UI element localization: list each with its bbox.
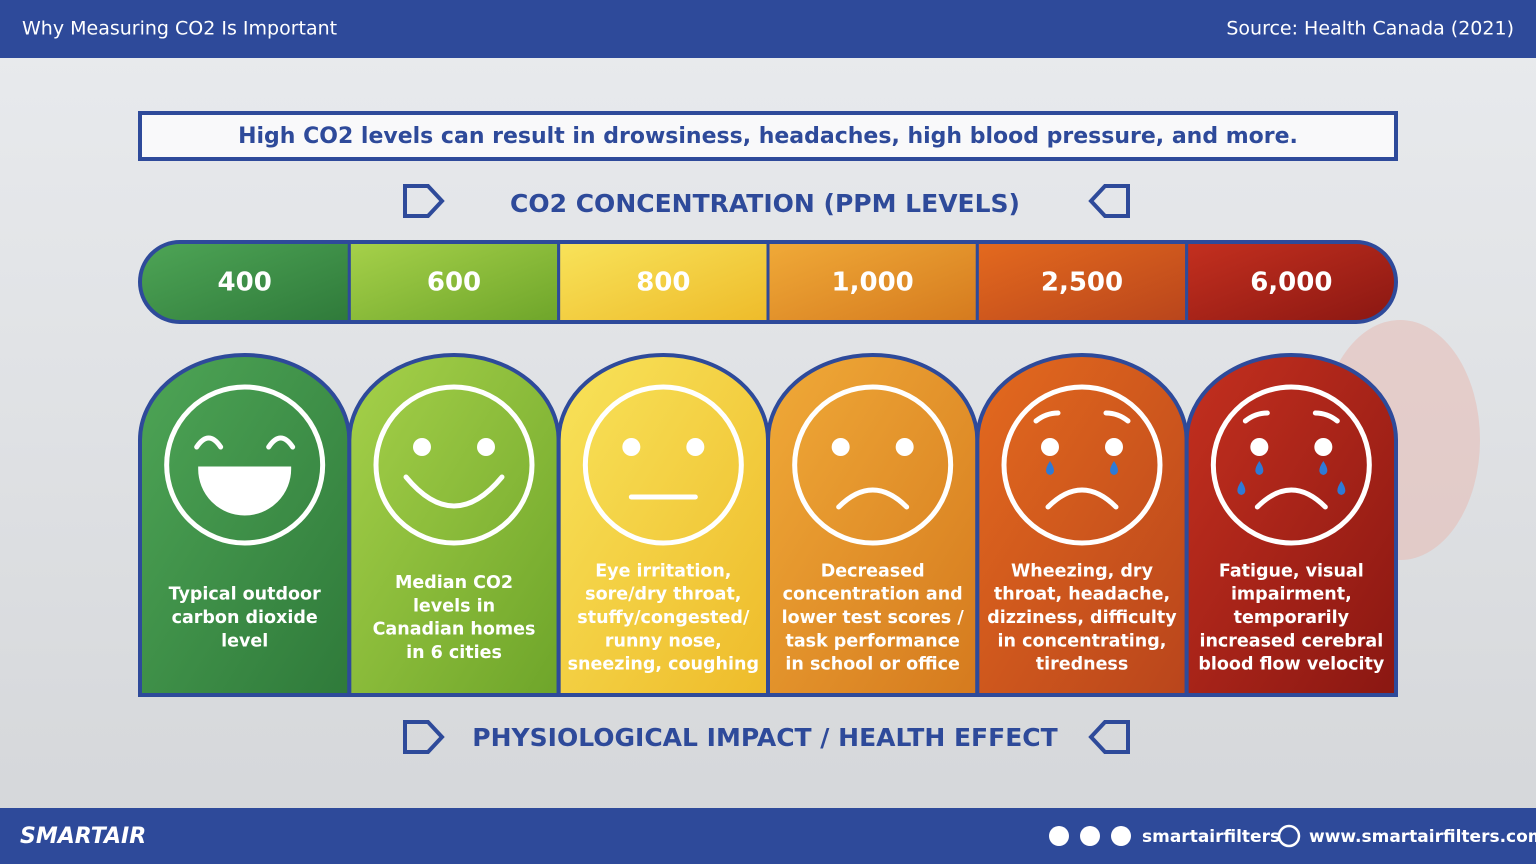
header-title: Why Measuring CO2 Is Important xyxy=(22,18,337,40)
effect-text: Decreased xyxy=(821,561,925,581)
logo: SMARTAIR xyxy=(20,824,146,849)
level-label: 2,500 xyxy=(1041,268,1123,298)
banner-box xyxy=(138,111,1398,161)
effect-text: Eye irritation, xyxy=(595,561,731,581)
section-title: PHYSIOLOGICAL IMPACT / HEALTH EFFECT xyxy=(472,723,1057,752)
face-icon xyxy=(582,384,744,546)
effect-text: increased cerebral xyxy=(1199,631,1383,651)
section-title: CO2 CONCENTRATION (PPM LEVELS) xyxy=(510,189,1020,218)
effect-text: sore/dry throat, xyxy=(585,585,741,605)
level-bar xyxy=(140,242,1396,322)
effect-text: impairment, xyxy=(1231,585,1352,605)
cards: 400 600 800 1,000 2,500 6,000 Typical outdoor c… xyxy=(138,240,1398,697)
effect-text: lower test scores / xyxy=(782,608,965,628)
effect-text: carbon dioxide xyxy=(172,608,318,628)
level-bar-outline xyxy=(138,240,1398,324)
header-bar xyxy=(0,0,1536,58)
footer-bar xyxy=(0,808,1536,864)
level-label: 6,000 xyxy=(1250,268,1332,298)
arrow-icon xyxy=(1088,720,1130,754)
effect-text: Typical outdoor xyxy=(169,585,321,605)
effect-text: throat, headache, xyxy=(994,585,1170,605)
face-icon xyxy=(164,384,326,546)
arrow-icon xyxy=(1088,184,1130,218)
effect-text: levels in xyxy=(413,596,495,616)
effect-text: Wheezing, dry xyxy=(1011,561,1154,581)
globe-icon xyxy=(1277,824,1301,848)
social-icon xyxy=(1049,826,1069,846)
face-icon xyxy=(1001,384,1163,546)
effect-text: sneezing, coughing xyxy=(568,655,759,675)
face-icon xyxy=(1210,384,1372,546)
effect-text: blood flow velocity xyxy=(1198,655,1384,675)
arrow-icon xyxy=(403,184,445,218)
effect-text: Fatigue, visual xyxy=(1219,561,1364,581)
arrow-icon xyxy=(403,720,445,754)
effect-text: stuffy/congested/ xyxy=(577,608,750,628)
effect-text: Canadian homes xyxy=(373,620,536,640)
social-icon xyxy=(1111,826,1131,846)
effect-text: dizziness, difficulty xyxy=(987,608,1177,628)
footer-website: www.smartairfilters.com xyxy=(1309,827,1536,847)
effect-card xyxy=(556,353,770,697)
effect-text: tiredness xyxy=(1036,655,1129,675)
effect-text: Median CO2 xyxy=(395,573,513,593)
level-label: 1,000 xyxy=(832,268,914,298)
effect-card xyxy=(975,353,1189,697)
banner-text: High CO2 levels can result in drowsiness… xyxy=(238,124,1298,149)
effect-card xyxy=(347,353,561,697)
effect-text: in school or office xyxy=(785,655,960,675)
social-icon xyxy=(1080,826,1100,846)
effect-text: runny nose, xyxy=(605,631,722,651)
level-segment xyxy=(766,242,979,322)
effect-card xyxy=(1184,353,1398,697)
header-source: Source: Health Canada (2021) xyxy=(1226,18,1514,40)
effect-card xyxy=(766,353,980,697)
effect-card xyxy=(138,353,352,697)
level-segment xyxy=(975,242,1189,322)
effect-text: in 6 cities xyxy=(406,643,502,663)
level-label: 600 xyxy=(427,268,481,298)
face-icon xyxy=(373,384,535,546)
effect-text: temporarily xyxy=(1234,608,1350,628)
level-label: 800 xyxy=(636,268,690,298)
footer-handle: smartairfilters xyxy=(1142,827,1280,847)
face-icon xyxy=(792,384,954,546)
effect-text: level xyxy=(221,631,268,651)
level-label: 400 xyxy=(218,268,272,298)
effect-text: task performance xyxy=(785,631,959,651)
level-segment xyxy=(557,242,770,322)
effect-text: in concentrating, xyxy=(998,631,1167,651)
effect-text: concentration and xyxy=(783,585,963,605)
